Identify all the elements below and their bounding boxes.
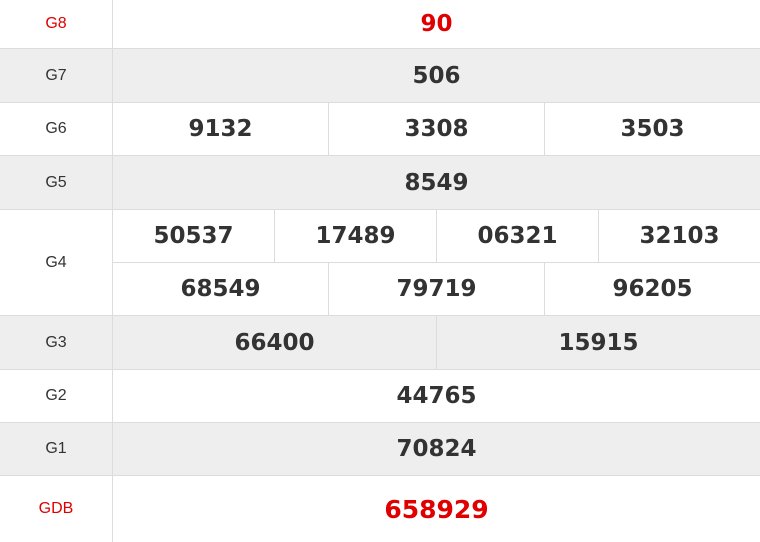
prize-number: 44765: [396, 383, 477, 409]
prize-number: 3503: [544, 103, 760, 155]
prize-label: G7: [0, 49, 113, 102]
prize-number: 506: [412, 62, 461, 89]
prize-row-g1: G1 70824: [0, 423, 760, 476]
prize-row-g4: G4 50537 17489 06321 32103 68549 79719 9…: [0, 210, 760, 316]
prize-number: 50537: [153, 223, 234, 249]
prize-label: GDB: [0, 476, 113, 542]
prize-label: G2: [0, 370, 113, 422]
prize-number: 90: [420, 11, 453, 37]
prize-row-g7: G7 506: [0, 49, 760, 103]
prize-number: 9132: [188, 116, 253, 142]
prize-number: 17489: [274, 210, 436, 262]
special-prize-number: 658929: [384, 494, 489, 524]
prize-number: 70824: [396, 436, 477, 462]
prize-label: G4: [0, 210, 113, 315]
prize-number: 79719: [328, 263, 544, 315]
prize-label: G3: [0, 316, 113, 369]
prize-number: 68549: [180, 276, 261, 302]
prize-row-g3: G3 66400 15915: [0, 316, 760, 370]
prize-number: 15915: [436, 316, 760, 369]
prize-number: 8549: [404, 169, 469, 196]
prize-number: 66400: [234, 329, 315, 356]
prize-row-g6: G6 9132 3308 3503: [0, 103, 760, 156]
prize-row-g8: G8 90: [0, 0, 760, 49]
prize-label: G5: [0, 156, 113, 209]
prize-row-g2: G2 44765: [0, 370, 760, 423]
prize-number: 32103: [598, 210, 760, 262]
prize-row-special: GDB 658929: [0, 476, 760, 542]
prize-number: 3308: [328, 103, 544, 155]
prize-label: G1: [0, 423, 113, 475]
prize-label: G8: [0, 0, 113, 48]
prize-number: 06321: [436, 210, 598, 262]
prize-number: 96205: [544, 263, 760, 315]
prize-row-g5: G5 8549: [0, 156, 760, 210]
prize-label: G6: [0, 103, 113, 155]
